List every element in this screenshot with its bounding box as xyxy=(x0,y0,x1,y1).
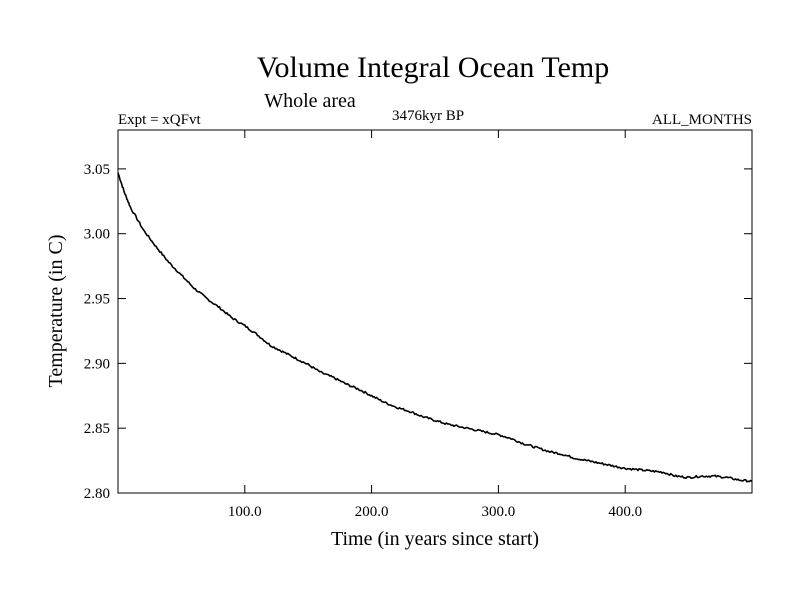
series-line xyxy=(117,172,753,483)
y-tick-label: 3.05 xyxy=(84,162,110,178)
y-axis: 2.80 2.85 2.90 2.95 3.00 3.05 xyxy=(84,162,752,502)
y-tick-label: 3.00 xyxy=(84,227,110,243)
x-axis: 100.0 200.0 300.0 400.0 xyxy=(228,130,642,520)
y-tick-label: 2.85 xyxy=(84,421,110,437)
chart-subtitle: Whole area xyxy=(264,90,356,112)
plot-frame xyxy=(117,129,753,494)
y-axis-title: Temperature (in C) xyxy=(45,235,67,388)
x-axis-title: Time (in years since start) xyxy=(331,528,539,550)
chart-title: Volume Integral Ocean Temp xyxy=(257,51,610,84)
x-tick-label: 200.0 xyxy=(355,504,389,520)
x-tick-label: 100.0 xyxy=(228,504,262,520)
y-tick-label: 2.80 xyxy=(84,486,110,502)
x-tick-label: 300.0 xyxy=(482,504,516,520)
x-tick-label: 400.0 xyxy=(608,504,642,520)
y-tick-label: 2.95 xyxy=(84,292,110,308)
y-tick-label: 2.90 xyxy=(84,356,110,372)
period-label: 3476kyr BP xyxy=(392,108,464,124)
months-label: ALL_MONTHS xyxy=(652,112,752,128)
experiment-label: Expt = xQFvt xyxy=(118,112,201,128)
series-layer xyxy=(117,172,753,483)
